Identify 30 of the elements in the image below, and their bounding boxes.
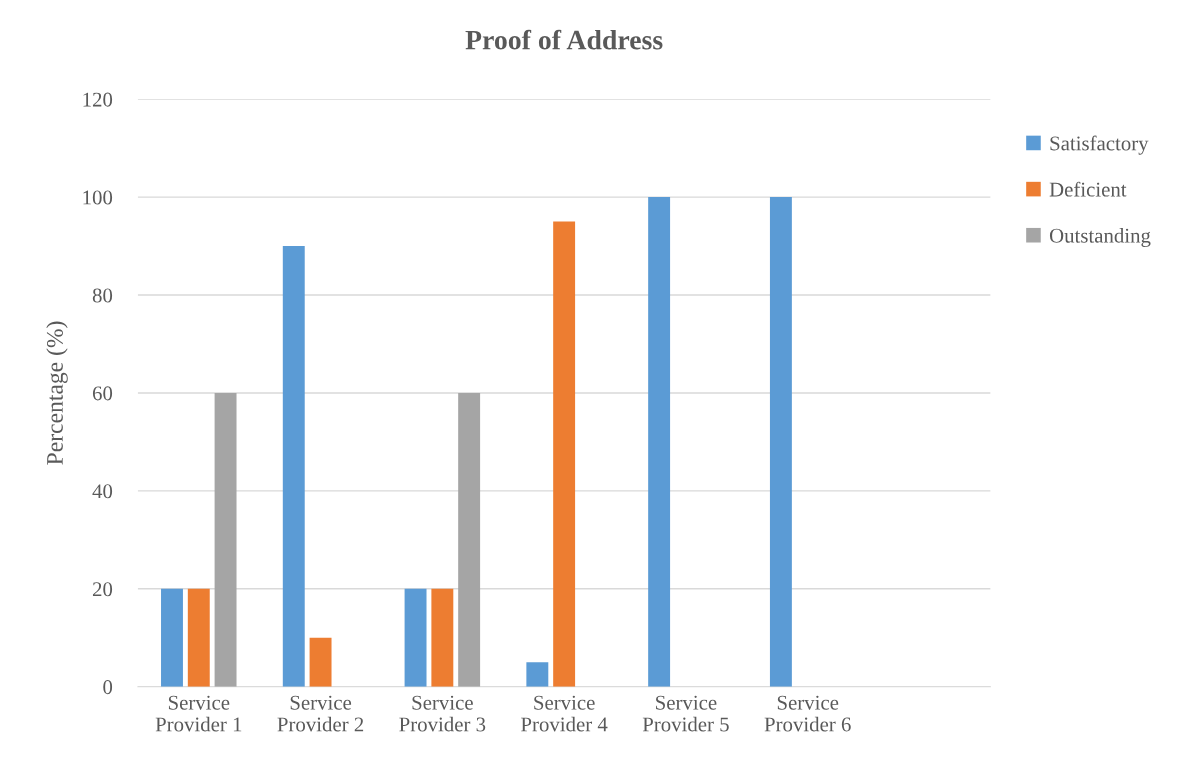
bar bbox=[309, 637, 332, 687]
x-tick-label: Service Provider 2 bbox=[277, 695, 364, 732]
y-tick-label: 40 bbox=[92, 484, 113, 499]
bar bbox=[458, 392, 481, 687]
legend-label: Deficient bbox=[1049, 181, 1127, 197]
y-tick-label: 100 bbox=[83, 190, 113, 205]
bar bbox=[404, 588, 427, 687]
chart-title: Proof of Address bbox=[465, 29, 663, 50]
legend-label: Satisfactory bbox=[1050, 135, 1149, 155]
bar bbox=[187, 588, 210, 687]
bar bbox=[161, 588, 183, 687]
bar bbox=[769, 197, 792, 687]
x-tick-label: Service Provider 4 bbox=[521, 695, 608, 732]
x-tick-label: Service Provider 6 bbox=[764, 695, 851, 732]
y-tick-label: 0 bbox=[103, 680, 113, 695]
y-tick-label: 120 bbox=[83, 92, 113, 107]
y-tick-label: 60 bbox=[92, 386, 113, 401]
legend-label: Outstanding bbox=[1049, 228, 1151, 248]
bar bbox=[431, 588, 454, 687]
bar bbox=[526, 662, 549, 687]
y-axis-title: Percentage (%) bbox=[46, 321, 68, 465]
y-tick-label: 20 bbox=[92, 582, 113, 597]
bar bbox=[214, 392, 237, 687]
bar bbox=[282, 246, 305, 687]
bar bbox=[553, 221, 576, 687]
bar bbox=[648, 197, 671, 687]
x-tick-label: Service Provider 5 bbox=[642, 695, 729, 732]
x-tick-label: Service Provider 3 bbox=[399, 695, 486, 732]
x-tick-label: Service Provider 1 bbox=[155, 695, 242, 732]
y-tick-label: 80 bbox=[92, 288, 113, 303]
